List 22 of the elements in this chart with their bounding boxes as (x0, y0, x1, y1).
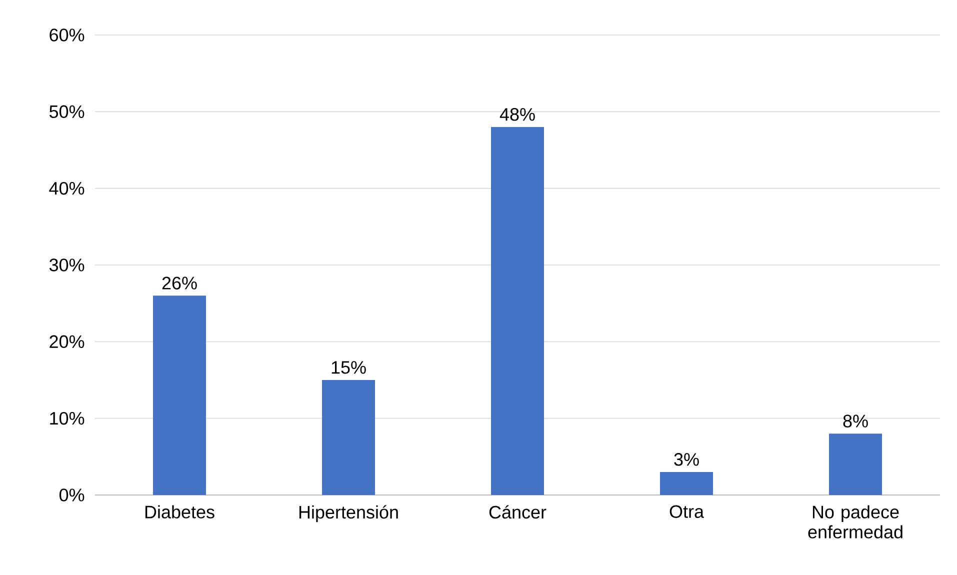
bar (322, 380, 376, 495)
bar (153, 296, 206, 495)
x-tick-label: Diabetes (145, 505, 214, 518)
data-label: 26% (162, 276, 197, 290)
data-label: 48% (500, 108, 535, 121)
y-tick-label: 40% (49, 182, 84, 195)
y-tick-label: 50% (49, 105, 84, 118)
bar (660, 472, 714, 495)
y-tick-label: 0% (59, 488, 84, 502)
data-label: 8% (843, 414, 868, 428)
bar (829, 434, 882, 495)
data-label: 3% (674, 453, 699, 466)
x-tick-label: Hipertensión (299, 505, 398, 522)
y-tick-label: 20% (50, 335, 84, 348)
x-tick-label: No padece enfermedad (808, 505, 902, 538)
data-label: 15% (332, 361, 366, 374)
y-tick-label: 10% (50, 412, 84, 425)
x-tick-label: Otra (670, 505, 704, 518)
bar (491, 127, 544, 495)
y-tick-label: 60% (50, 28, 84, 42)
x-tick-label: Cáncer (489, 505, 546, 519)
y-tick-label: 30% (49, 258, 84, 272)
